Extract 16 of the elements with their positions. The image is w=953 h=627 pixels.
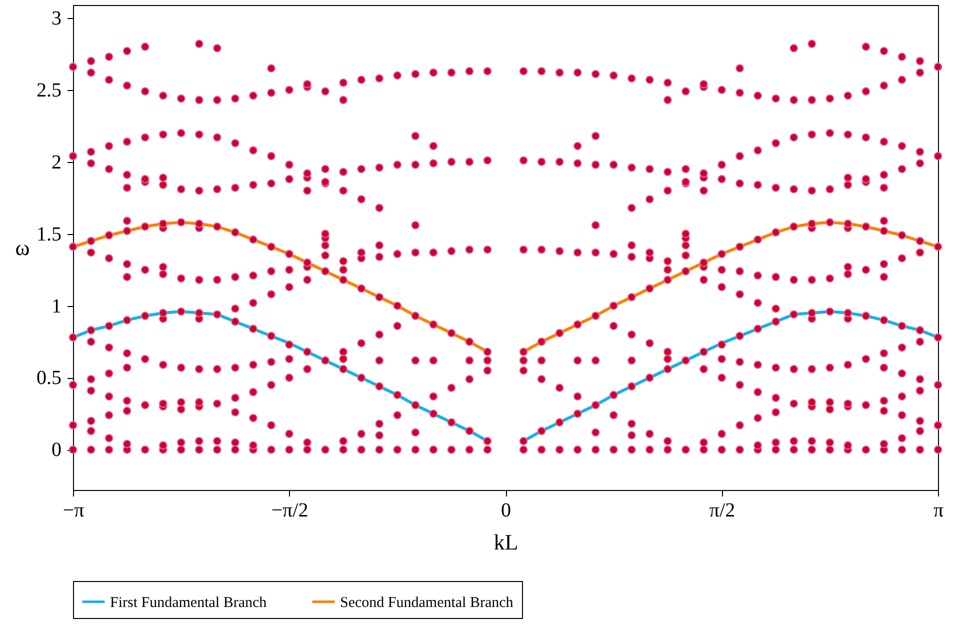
y-tick-label: 0.5 [36,367,62,390]
x-tick-label: π/2 [709,500,736,522]
y-tick-label: 2.5 [36,79,62,102]
x-tick-label: 0 [501,500,511,522]
x-tick-label: π [933,500,944,522]
y-axis-title: ω [15,235,30,260]
y-tick-label: 1.5 [36,223,62,246]
y-tick-label: 2 [52,151,62,174]
legend-label: Second Fundamental Branch [340,594,514,611]
x-axis-title: kL [494,530,518,554]
x-tick-label: −π/2 [271,500,308,522]
y-tick-label: 0 [52,439,62,462]
x-tick-label: −π [62,500,84,522]
y-tick-label: 3 [52,7,62,30]
legend-label: First Fundamental Branch [110,594,268,611]
y-tick-label: 1 [52,295,62,318]
